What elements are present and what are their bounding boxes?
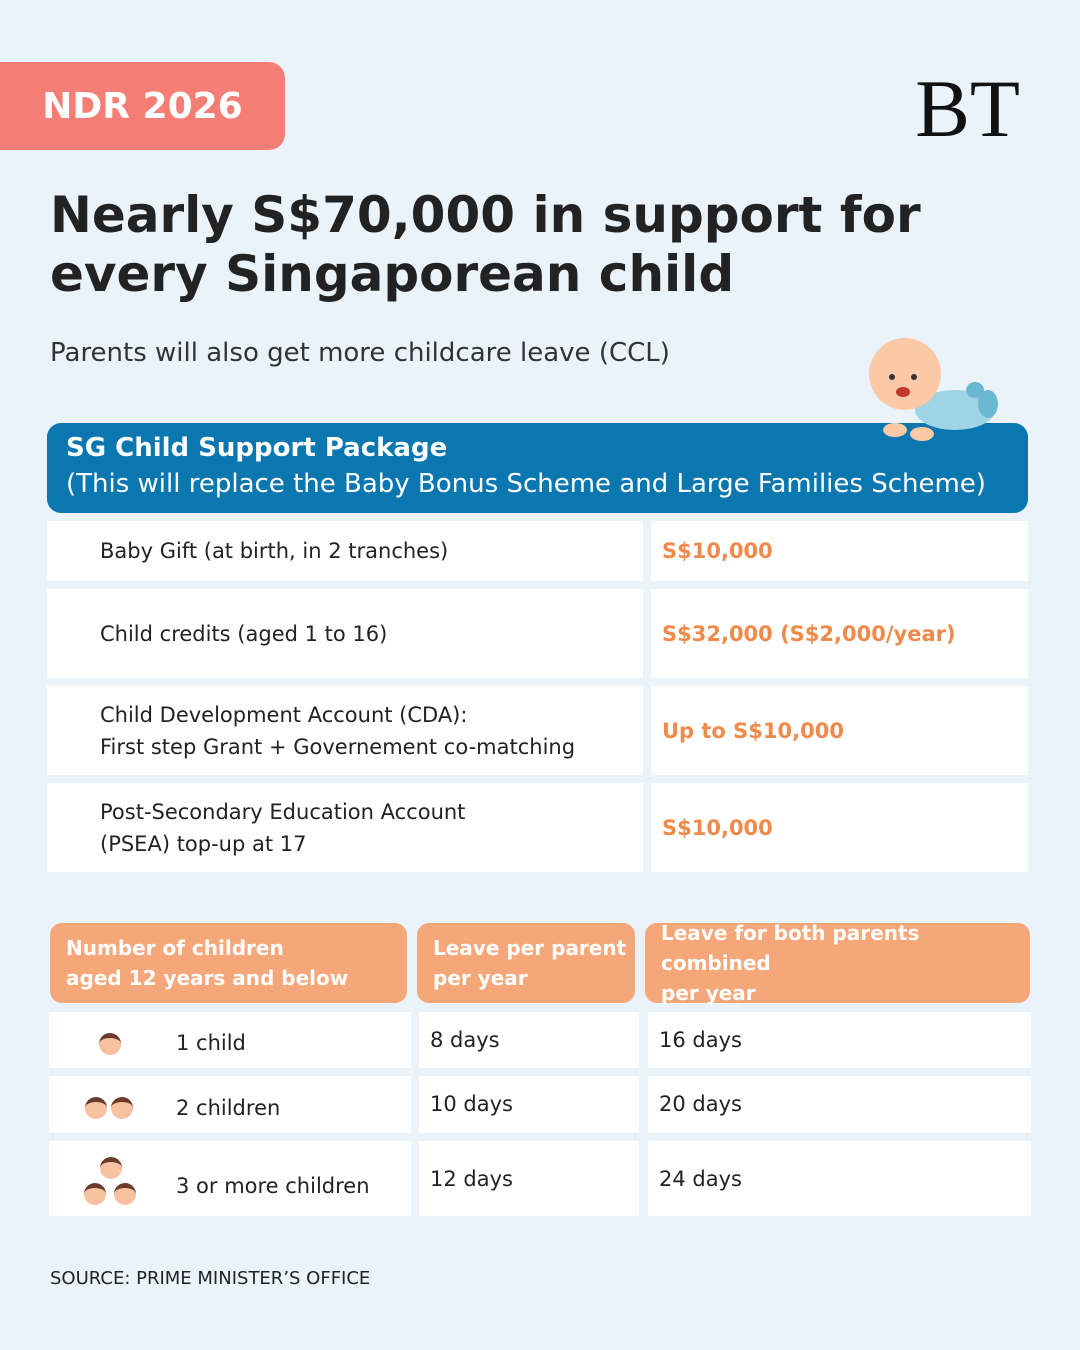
table-header: Leave per parent per year — [417, 923, 635, 1003]
row-value: Up to S$10,000 — [662, 718, 844, 743]
table-cell: 8 days — [419, 1012, 639, 1068]
row-label: Child Development Account (CDA): First st… — [47, 699, 575, 763]
cell-text: 10 days — [430, 1092, 513, 1116]
child-icon — [100, 1157, 122, 1179]
row-label-cell: Post-Secondary Education Account (PSEA) t… — [47, 783, 643, 872]
row-value: S$10,000 — [662, 815, 773, 840]
child-icon — [111, 1097, 133, 1119]
header-line: aged 12 years and below — [66, 966, 349, 990]
badge: NDR 2026 — [0, 62, 285, 150]
package-subtitle: (This will replace the Baby Bonus Scheme… — [66, 469, 986, 499]
table-header: Leave for both parents combined per year — [645, 921, 1030, 1005]
row-label-line: Child Development Account (CDA): — [100, 702, 468, 727]
cell-text: 2 children — [176, 1095, 281, 1120]
package-title: SG Child Support Package — [66, 433, 448, 463]
row-label-cell: Child Development Account (CDA): First st… — [47, 686, 643, 775]
table-cell: 16 days — [648, 1012, 1031, 1068]
package-header: SG Child Support Package (This will repl… — [47, 423, 1028, 513]
row-label: Post-Secondary Education Account (PSEA) t… — [47, 796, 465, 860]
child-icon — [99, 1033, 121, 1055]
row-label-line: Child credits (aged 1 to 16) — [100, 621, 388, 646]
table-cell: 12 days — [419, 1141, 639, 1216]
table-cell: 10 days — [419, 1076, 639, 1133]
row-label-line: First step Grant + Governement co-matchi… — [100, 734, 576, 759]
baby-illustration — [869, 338, 998, 441]
table-cell: 20 days — [648, 1076, 1031, 1133]
child-icon — [85, 1097, 107, 1119]
row-value-cell: Up to S$10,000 — [651, 686, 1028, 775]
header-line: per year — [661, 981, 756, 1005]
table-cell: 3 or more children — [49, 1141, 411, 1216]
row-label-cell: Baby Gift (at birth, in 2 tranches) — [47, 521, 643, 581]
row-value-cell: S$10,000 — [651, 783, 1028, 872]
row-label-cell: Child credits (aged 1 to 16) — [47, 589, 643, 678]
header-line: per year — [433, 966, 528, 990]
child-icon — [114, 1183, 136, 1205]
row-label-line: Post-Secondary Education Account — [100, 799, 466, 824]
cell-text: 16 days — [659, 1028, 742, 1052]
cell-text: 20 days — [659, 1092, 742, 1116]
row-label: Baby Gift (at birth, in 2 tranches) — [47, 535, 448, 567]
cell-text: 8 days — [430, 1028, 500, 1052]
title-line: Nearly S$70,000 in support for — [50, 186, 921, 244]
title: Nearly S$70,000 in support for every Sin… — [50, 186, 921, 304]
cell-text: 12 days — [430, 1167, 513, 1191]
cell-text: 24 days — [659, 1167, 742, 1191]
row-value: S$10,000 — [662, 539, 773, 563]
row-value: S$32,000 (S$2,000/year) — [662, 621, 956, 646]
logo: BT — [915, 63, 1020, 154]
row-label-line: (PSEA) top-up at 17 — [100, 831, 307, 856]
header-line: Leave for both parents combined — [661, 921, 920, 975]
source: SOURCE: PRIME MINISTER’S OFFICE — [50, 1268, 371, 1289]
header-line: Leave per parent — [433, 936, 627, 960]
row-label: Child credits (aged 1 to 16) — [47, 618, 387, 650]
table-cell: 2 children — [49, 1076, 411, 1133]
cell-text: 1 child — [176, 1031, 246, 1055]
header-line: Number of children — [66, 936, 284, 960]
row-label-line: Baby Gift (at birth, in 2 tranches) — [100, 539, 449, 563]
row-value-cell: S$32,000 (S$2,000/year) — [651, 589, 1028, 678]
row-value-cell: S$10,000 — [651, 521, 1028, 581]
child-icon — [84, 1183, 106, 1205]
cell-text: 3 or more children — [176, 1173, 370, 1198]
table-header: Number of children aged 12 years and belo… — [50, 923, 407, 1003]
subtitle: Parents will also get more childcare lea… — [50, 338, 670, 368]
title-line: every Singaporean child — [50, 245, 735, 303]
table-cell: 24 days — [648, 1141, 1031, 1216]
